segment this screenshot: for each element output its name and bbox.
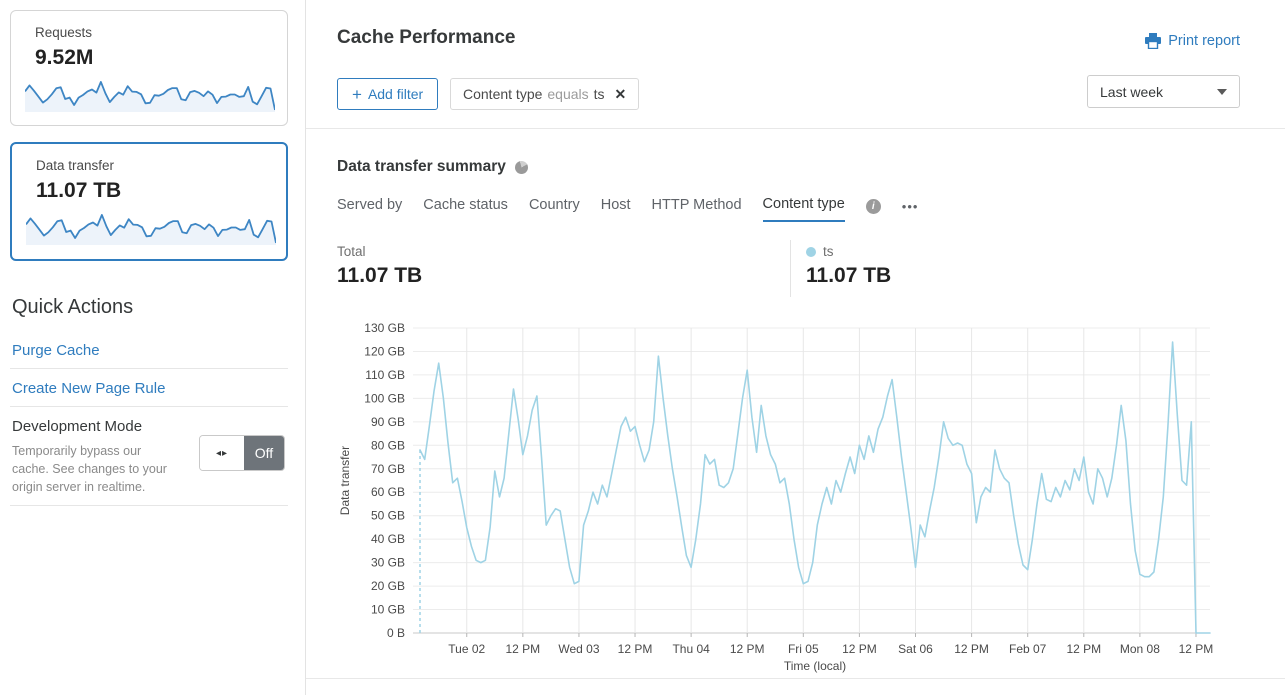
quick-actions-title: Quick Actions	[12, 296, 134, 318]
add-filter-label: Add filter	[367, 86, 424, 102]
divider	[790, 240, 791, 297]
create-page-rule-link[interactable]: Create New Page Rule	[12, 380, 166, 397]
svg-text:30 GB: 30 GB	[371, 556, 405, 570]
total-value: 11.07 TB	[337, 264, 423, 287]
print-report-button[interactable]: Print report	[1145, 33, 1240, 49]
toggle-arrows-icon: ◂▸	[215, 447, 229, 459]
summary-title: Data transfer summary	[337, 158, 506, 175]
divider	[10, 406, 288, 407]
svg-text:90 GB: 90 GB	[371, 415, 405, 429]
data-transfer-sparkline	[26, 214, 276, 245]
legend-item-ts: ts	[806, 244, 834, 259]
tab-served-by[interactable]: Served by	[337, 197, 403, 213]
printer-icon	[1145, 33, 1162, 49]
summary-title-row: Data transfer summary	[337, 158, 528, 176]
svg-text:Feb 07: Feb 07	[1009, 642, 1047, 656]
svg-text:12 PM: 12 PM	[505, 642, 540, 656]
requests-value: 9.52M	[35, 46, 94, 69]
add-filter-button[interactable]: + Add filter	[337, 78, 439, 110]
tab-http-method[interactable]: HTTP Method	[651, 197, 742, 213]
caret-down-icon	[1217, 88, 1227, 95]
svg-text:12 PM: 12 PM	[1066, 642, 1101, 656]
development-mode-toggle[interactable]: ◂▸ Off	[199, 435, 285, 471]
tab-country[interactable]: Country	[528, 197, 580, 213]
svg-text:12 PM: 12 PM	[618, 642, 653, 656]
data-transfer-label: Data transfer	[36, 158, 115, 173]
filter-field: Content type	[463, 86, 543, 102]
pie-loading-icon	[514, 160, 528, 174]
svg-text:100 GB: 100 GB	[364, 391, 405, 405]
tab-host[interactable]: Host	[600, 197, 631, 213]
time-range-value: Last week	[1100, 83, 1164, 100]
close-icon[interactable]: ✕	[614, 85, 627, 102]
svg-text:40 GB: 40 GB	[371, 532, 405, 546]
data-transfer-chart[interactable]: 0 B 10 GB 20 GB 30 GB 40 GB 50 GB 60 GB 70 GB 80…	[335, 318, 1215, 691]
svg-text:50 GB: 50 GB	[371, 509, 405, 523]
info-icon[interactable]: i	[865, 198, 881, 214]
svg-text:80 GB: 80 GB	[371, 438, 405, 452]
divider	[305, 0, 306, 695]
svg-text:Tue 02: Tue 02	[448, 642, 485, 656]
legend-value: 11.07 TB	[806, 264, 892, 287]
divider	[306, 678, 1285, 679]
svg-text:Mon 08: Mon 08	[1120, 642, 1160, 656]
svg-text:Sat 06: Sat 06	[898, 642, 933, 656]
svg-text:12 PM: 12 PM	[954, 642, 989, 656]
svg-text:120 GB: 120 GB	[364, 344, 405, 358]
filter-chip-content-type: Content type equals ts ✕	[450, 78, 640, 110]
time-range-select[interactable]: Last week	[1087, 75, 1240, 108]
line-chart-canvas[interactable]: 0 B 10 GB 20 GB 30 GB 40 GB 50 GB 60 GB 70 GB 80…	[335, 318, 1215, 686]
requests-sparkline	[25, 81, 275, 112]
svg-text:Thu 04: Thu 04	[672, 642, 710, 656]
filter-value: ts	[593, 86, 605, 102]
development-mode-title: Development Mode	[12, 418, 143, 435]
data-transfer-metric-card[interactable]: Data transfer 11.07 TB	[10, 142, 288, 261]
legend-dot-icon	[806, 246, 816, 257]
svg-text:12 PM: 12 PM	[842, 642, 877, 656]
purge-cache-link[interactable]: Purge Cache	[12, 342, 100, 359]
svg-text:Fri 05: Fri 05	[788, 642, 819, 656]
svg-text:70 GB: 70 GB	[371, 462, 405, 476]
divider	[306, 128, 1285, 129]
divider	[10, 505, 288, 506]
svg-text:10 GB: 10 GB	[371, 603, 405, 617]
requests-metric-card[interactable]: Requests 9.52M	[10, 10, 288, 126]
data-transfer-value: 11.07 TB	[36, 179, 122, 202]
svg-text:Time (local): Time (local)	[784, 659, 846, 673]
page-title: Cache Performance	[337, 27, 516, 48]
summary-tabs: Served by Cache status Country Host HTTP…	[337, 196, 918, 222]
svg-text:130 GB: 130 GB	[364, 321, 405, 335]
svg-text:110 GB: 110 GB	[365, 368, 405, 382]
print-report-label: Print report	[1168, 33, 1240, 49]
divider	[10, 368, 288, 369]
tab-cache-status[interactable]: Cache status	[423, 197, 508, 213]
legend-name: ts	[823, 244, 834, 259]
svg-text:0 B: 0 B	[387, 626, 405, 640]
svg-text:Wed 03: Wed 03	[558, 642, 599, 656]
toggle-off-state: Off	[244, 436, 284, 470]
more-options-icon[interactable]: •••	[901, 198, 919, 214]
filter-operator: equals	[547, 86, 589, 102]
total-label: Total	[337, 244, 366, 259]
svg-text:60 GB: 60 GB	[371, 485, 405, 499]
svg-text:12 PM: 12 PM	[1179, 642, 1214, 656]
svg-text:12 PM: 12 PM	[730, 642, 765, 656]
development-mode-description: Temporarily bypass our cache. See change…	[12, 444, 167, 494]
requests-label: Requests	[35, 25, 93, 40]
plus-icon: +	[352, 84, 362, 104]
svg-text:20 GB: 20 GB	[371, 579, 405, 593]
svg-text:Data transfer: Data transfer	[338, 446, 352, 515]
tab-content-type[interactable]: Content type	[762, 196, 845, 222]
